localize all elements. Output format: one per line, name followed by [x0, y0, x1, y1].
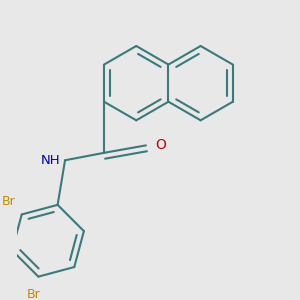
Text: Br: Br	[27, 288, 40, 300]
Text: NH: NH	[41, 154, 60, 167]
Text: O: O	[155, 138, 166, 152]
Text: Br: Br	[2, 195, 16, 208]
